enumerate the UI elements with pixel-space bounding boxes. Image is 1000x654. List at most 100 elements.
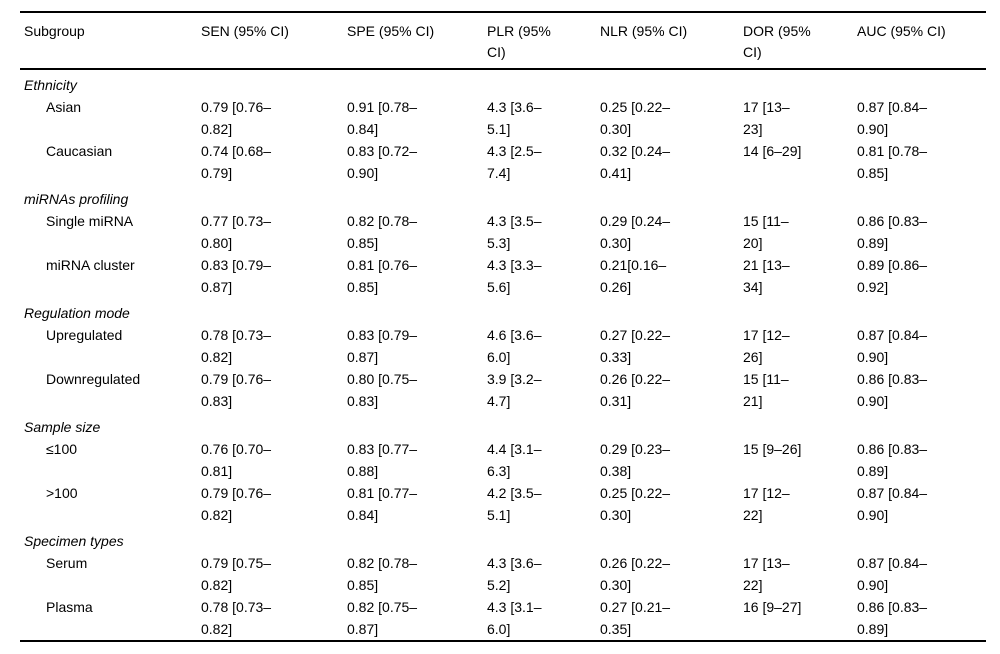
- cell-value: 4.3 [3.6– 5.2]: [487, 555, 542, 593]
- column-header-auc: AUC (95% CI): [853, 12, 986, 70]
- row-label: miRNA cluster: [46, 257, 135, 273]
- row-label: Serum: [46, 555, 88, 571]
- cell-value: 17 [13– 22]: [743, 555, 790, 593]
- cell-value: 0.78 [0.73– 0.82]: [201, 327, 272, 365]
- cell-value: 0.83 [0.79– 0.87]: [201, 257, 272, 295]
- row-label: Single miRNA: [46, 213, 134, 229]
- cell-value: 0.82 [0.78– 0.85]: [347, 213, 418, 251]
- cell-value: 0.26 [0.22– 0.30]: [600, 555, 671, 593]
- cell-value: 0.29 [0.24– 0.30]: [600, 213, 671, 251]
- table-row: Asian 0.79 [0.76– 0.82] 0.91 [0.78– 0.84] 4…: [20, 96, 986, 140]
- cell-value: 4.3 [3.3– 5.6]: [487, 257, 542, 295]
- group-label: Regulation mode: [24, 305, 130, 321]
- row-label: ≤100: [46, 441, 78, 457]
- table-body: Ethnicity Asian 0.79 [0.76– 0.82] 0.91 [0.7…: [20, 69, 986, 641]
- table-row: >100 0.79 [0.76– 0.82] 0.81 [0.77– 0.84] 4.…: [20, 482, 986, 526]
- column-header-spe: SPE (95% CI): [343, 12, 483, 70]
- row-label: >100: [46, 485, 78, 501]
- cell-value: 0.83 [0.79– 0.87]: [347, 327, 418, 365]
- cell-value: 0.86 [0.83– 0.89]: [857, 599, 928, 637]
- cell-value: 4.6 [3.6– 6.0]: [487, 327, 542, 365]
- cell-value: 0.86 [0.83– 0.89]: [857, 441, 928, 479]
- column-header-dor: DOR (95% CI): [739, 12, 853, 70]
- cell-value: 0.86 [0.83– 0.89]: [857, 213, 928, 251]
- cell-value: 0.81 [0.76– 0.85]: [347, 257, 418, 295]
- cell-value: 15 [11– 20]: [743, 213, 789, 251]
- cell-value: 17 [12– 26]: [743, 327, 790, 365]
- group-label: miRNAs profiling: [24, 191, 129, 207]
- cell-value: 0.87 [0.84– 0.90]: [857, 99, 928, 137]
- cell-value: 0.78 [0.73– 0.82]: [201, 599, 272, 637]
- column-header-sen: SEN (95% CI): [197, 12, 343, 70]
- group-label: Ethnicity: [24, 77, 77, 93]
- table-row: miRNA cluster 0.83 [0.79– 0.87] 0.81 [0.76…: [20, 254, 986, 298]
- cell-value: 0.87 [0.84– 0.90]: [857, 327, 928, 365]
- table-row: Caucasian 0.74 [0.68– 0.79] 0.83 [0.72– 0.…: [20, 140, 986, 184]
- cell-value: 16 [9–27]: [743, 599, 802, 615]
- cell-value: 0.82 [0.75– 0.87]: [347, 599, 418, 637]
- cell-value: 0.79 [0.76– 0.82]: [201, 99, 272, 137]
- row-label: Downregulated: [46, 371, 141, 387]
- group-header-row: Sample size: [20, 412, 986, 438]
- cell-value: 0.21[0.16– 0.26]: [600, 257, 667, 295]
- cell-value: 0.81 [0.78– 0.85]: [857, 143, 928, 181]
- cell-value: 0.89 [0.86– 0.92]: [857, 257, 928, 295]
- cell-value: 0.26 [0.22– 0.31]: [600, 371, 671, 409]
- cell-value: 21 [13– 34]: [743, 257, 790, 295]
- cell-value: 0.79 [0.75– 0.82]: [201, 555, 272, 593]
- cell-value: 0.76 [0.70– 0.81]: [201, 441, 272, 479]
- table-row: Serum 0.79 [0.75– 0.82] 0.82 [0.78– 0.85] 4…: [20, 552, 986, 596]
- cell-value: 17 [13– 23]: [743, 99, 790, 137]
- cell-value: 3.9 [3.2– 4.7]: [487, 371, 542, 409]
- cell-value: 14 [6–29]: [743, 143, 802, 159]
- column-header-nlr: NLR (95% CI): [596, 12, 739, 70]
- table-row: Upregulated 0.78 [0.73– 0.82] 0.83 [0.79– …: [20, 324, 986, 368]
- cell-value: 0.25 [0.22– 0.30]: [600, 99, 671, 137]
- cell-value: 0.87 [0.84– 0.90]: [857, 555, 928, 593]
- table-row: Plasma 0.78 [0.73– 0.82] 0.82 [0.75– 0.87]…: [20, 596, 986, 641]
- cell-value: 0.81 [0.77– 0.84]: [347, 485, 418, 523]
- row-label: Caucasian: [46, 143, 113, 159]
- cell-value: 0.27 [0.22– 0.33]: [600, 327, 671, 365]
- group-header-row: miRNAs profiling: [20, 184, 986, 210]
- cell-value: 0.25 [0.22– 0.30]: [600, 485, 671, 523]
- cell-value: 15 [9–26]: [743, 441, 802, 457]
- cell-value: 15 [11– 21]: [743, 371, 789, 409]
- cell-value: 4.2 [3.5– 5.1]: [487, 485, 542, 523]
- cell-value: 0.27 [0.21– 0.35]: [600, 599, 671, 637]
- header-row: Subgroup SEN (95% CI) SPE (95% CI) PLR (…: [20, 12, 986, 70]
- row-label: Plasma: [46, 599, 93, 615]
- cell-value: 4.3 [3.5– 5.3]: [487, 213, 542, 251]
- cell-value: 0.83 [0.77– 0.88]: [347, 441, 418, 479]
- group-label: Specimen types: [24, 533, 124, 549]
- cell-value: 4.3 [3.6– 5.1]: [487, 99, 542, 137]
- cell-value: 0.87 [0.84– 0.90]: [857, 485, 928, 523]
- cell-value: 0.79 [0.76– 0.83]: [201, 371, 272, 409]
- cell-value: 0.77 [0.73– 0.80]: [201, 213, 272, 251]
- table-row: Single miRNA 0.77 [0.73– 0.80] 0.82 [0.78–…: [20, 210, 986, 254]
- cell-value: 0.91 [0.78– 0.84]: [347, 99, 418, 137]
- group-header-row: Ethnicity: [20, 69, 986, 96]
- cell-value: 4.3 [2.5– 7.4]: [487, 143, 542, 181]
- row-label: Upregulated: [46, 327, 123, 343]
- group-label: Sample size: [24, 419, 101, 435]
- cell-value: 4.4 [3.1– 6.3]: [487, 441, 542, 479]
- cell-value: 17 [12– 22]: [743, 485, 790, 523]
- cell-value: 0.86 [0.83– 0.90]: [857, 371, 928, 409]
- table-row: Downregulated 0.79 [0.76– 0.83] 0.80 [0.75…: [20, 368, 986, 412]
- cell-value: 0.83 [0.72– 0.90]: [347, 143, 418, 181]
- cell-value: 0.29 [0.23– 0.38]: [600, 441, 671, 479]
- cell-value: 0.74 [0.68– 0.79]: [201, 143, 272, 181]
- column-header-subgroup: Subgroup: [20, 12, 197, 70]
- cell-value: 0.32 [0.24– 0.41]: [600, 143, 671, 181]
- group-header-row: Regulation mode: [20, 298, 986, 324]
- table-row: ≤100 0.76 [0.70– 0.81] 0.83 [0.77– 0.88] 4.…: [20, 438, 986, 482]
- column-header-plr: PLR (95% CI): [483, 12, 596, 70]
- cell-value: 4.3 [3.1– 6.0]: [487, 599, 542, 637]
- cell-value: 0.82 [0.78– 0.85]: [347, 555, 418, 593]
- cell-value: 0.79 [0.76– 0.82]: [201, 485, 272, 523]
- row-label: Asian: [46, 99, 82, 115]
- cell-value: 0.80 [0.75– 0.83]: [347, 371, 418, 409]
- group-header-row: Specimen types: [20, 526, 986, 552]
